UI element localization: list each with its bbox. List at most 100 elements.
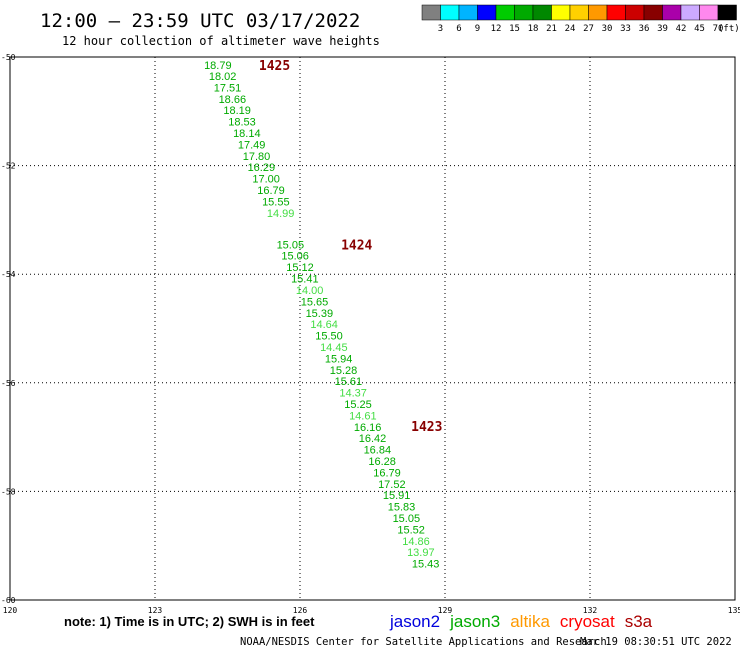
legend-label: 12 — [491, 24, 502, 34]
legend-swatch — [551, 4, 571, 21]
plot-frame — [9, 56, 736, 601]
legend-swatch — [421, 4, 441, 21]
wave-height-point: 16.28 — [368, 456, 396, 468]
legend-label: 3 — [438, 24, 443, 34]
wave-height-point: 18.53 — [228, 117, 256, 129]
legend-swatch — [717, 4, 737, 21]
wave-height-point: 15.05 — [277, 239, 305, 251]
footer-timestamp: Mar 19 08:30:51 UTC 2022 — [580, 636, 732, 648]
legend-label: 24 — [565, 24, 576, 34]
legend-swatch — [606, 4, 626, 21]
wave-height-point: 14.61 — [349, 410, 377, 422]
wave-height-point: 17.51 — [214, 82, 242, 94]
legend-label: 33 — [620, 24, 631, 34]
legend-label: 39 — [657, 24, 668, 34]
satellite-label-jason2: jason2 — [389, 612, 440, 631]
wave-height-point: 17.80 — [243, 151, 271, 163]
legend-swatch — [569, 4, 589, 21]
legend-swatch — [477, 4, 497, 21]
y-tick-label: -58 — [1, 487, 16, 496]
legend-swatch — [588, 4, 608, 21]
y-tick-label: -54 — [1, 270, 16, 279]
legend-label: 9 — [475, 24, 480, 34]
satellite-label-jason3: jason3 — [449, 612, 500, 631]
chart-subtitle: 12 hour collection of altimeter wave hei… — [62, 34, 380, 48]
wave-height-point: 15.50 — [315, 331, 343, 343]
wave-height-point: 15.65 — [301, 296, 329, 308]
legend-swatch — [532, 4, 552, 21]
wave-height-point: 16.84 — [364, 445, 392, 457]
legend-label: 6 — [456, 24, 461, 34]
satellite-legend: jason2 jason3 altika cryosat s3a — [389, 612, 653, 631]
legend-swatch — [440, 4, 460, 21]
legend-swatch — [514, 4, 534, 21]
x-tick-label: 132 — [583, 606, 598, 615]
wave-height-point: 15.39 — [306, 308, 334, 320]
x-tick-label: 123 — [148, 606, 163, 615]
legend-label: 45 — [694, 24, 705, 34]
wave-height-point: 14.37 — [339, 388, 367, 400]
plot-area: 120 123 126 129 132 135 -50 -52 -54 -56 -58 -60 18… — [1, 53, 740, 615]
wave-height-point: 15.55 — [262, 196, 290, 208]
y-tick-label: -50 — [1, 53, 16, 62]
wave-height-point: 15.94 — [325, 353, 353, 365]
footer-credit: NOAA/NESDIS Center for Satellite Applica… — [240, 636, 607, 648]
x-tick-label: 135 — [728, 606, 740, 615]
satellite-label-cryosat: cryosat — [560, 612, 615, 631]
wave-height-point: 16.42 — [359, 433, 387, 445]
legend-label: 21 — [546, 24, 557, 34]
wave-height-point: 14.45 — [320, 342, 348, 354]
x-tick-labels: 120 123 126 129 132 135 — [3, 606, 740, 615]
track-label: 1424 — [341, 238, 372, 253]
wave-height-point: 16.29 — [248, 162, 276, 174]
legend-swatch — [662, 4, 682, 21]
x-tick-label: 120 — [3, 606, 18, 615]
wave-height-point: 17.00 — [252, 174, 280, 186]
wave-height-point: 15.52 — [397, 524, 425, 536]
wave-height-point: 18.14 — [233, 128, 261, 140]
wave-height-point: 14.99 — [267, 208, 295, 220]
wave-height-point: 18.79 — [204, 60, 232, 72]
wave-height-point: 15.83 — [388, 502, 416, 514]
x-tick-label: 129 — [438, 606, 453, 615]
wave-height-point: 17.49 — [238, 139, 266, 151]
wave-height-point: 15.43 — [412, 559, 440, 571]
y-tick-label: -60 — [1, 596, 16, 605]
track-label: 1423 — [411, 420, 442, 435]
wave-height-point: 16.79 — [373, 467, 401, 479]
data-points: 18.7918.0217.5118.6618.1918.5318.1417.49… — [204, 60, 439, 570]
wave-height-point: 15.12 — [286, 262, 314, 274]
wave-height-point: 15.05 — [393, 513, 421, 525]
legend-swatch — [625, 4, 645, 21]
legend-swatch — [458, 4, 478, 21]
wave-height-point: 15.61 — [335, 376, 363, 388]
y-tick-labels: -50 -52 -54 -56 -58 -60 — [1, 53, 16, 605]
wave-height-point: 16.79 — [257, 185, 285, 197]
x-tick-label: 126 — [293, 606, 308, 615]
legend-label: 18 — [528, 24, 539, 34]
legend-label: 27 — [583, 24, 594, 34]
wave-height-point: 15.06 — [281, 251, 309, 263]
wave-height-point: 14.64 — [310, 319, 338, 331]
legend-label: 70 — [713, 24, 724, 34]
y-tick-label: -56 — [1, 379, 16, 388]
wave-height-point: 16.16 — [354, 422, 382, 434]
wave-height-point: 14.00 — [296, 285, 324, 297]
legend-swatch — [699, 4, 719, 21]
satellite-label-altika: altika — [510, 612, 550, 631]
legend-label: 30 — [602, 24, 613, 34]
legend-label: 15 — [509, 24, 520, 34]
legend-swatch — [680, 4, 700, 21]
satellite-label-s3a: s3a — [625, 612, 653, 631]
legend-unit: (ft) — [718, 24, 740, 34]
wave-height-point: 15.28 — [330, 365, 358, 377]
y-tick-label: -52 — [1, 162, 16, 171]
wave-height-point: 15.25 — [344, 399, 372, 411]
color-legend: 3 6 9 12 15 18 21 24 27 30 33 36 39 42 45 70 — [421, 4, 737, 34]
wave-height-point: 14.86 — [402, 536, 430, 548]
legend-swatch — [495, 4, 515, 21]
legend-label: 42 — [676, 24, 687, 34]
grid-lines — [10, 57, 735, 600]
wave-height-point: 15.91 — [383, 490, 411, 502]
